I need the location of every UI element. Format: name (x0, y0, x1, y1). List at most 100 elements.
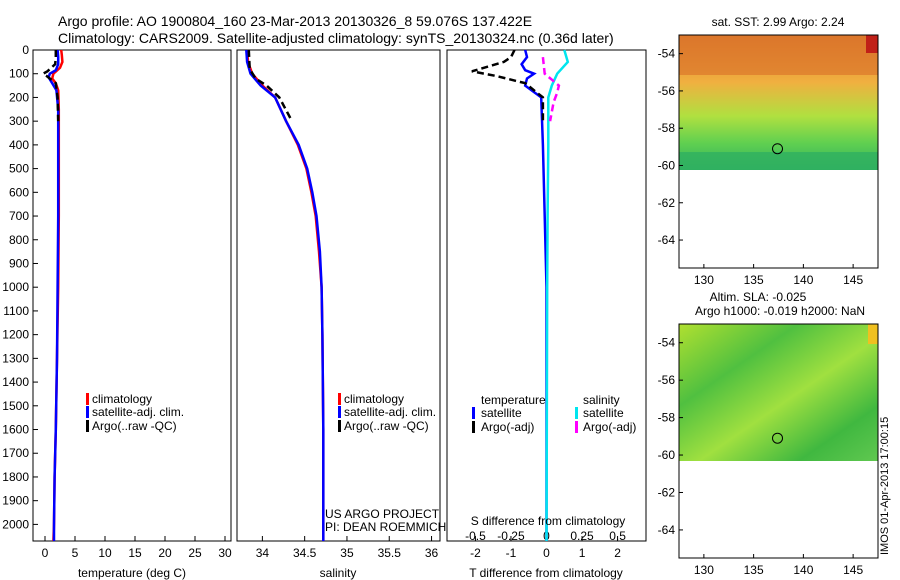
salinity-series (245, 49, 325, 541)
legend-swatch-satellite (86, 406, 89, 418)
x-tick-label: -2 (470, 546, 481, 560)
top-tick-label: 0.5 (609, 529, 626, 543)
y-tick-label: 900 (9, 256, 29, 270)
sst-warm-patch (679, 35, 878, 75)
y-tick-label: 1800 (2, 470, 29, 484)
difference-x-label: T difference from climatology (469, 566, 623, 580)
temperature-series (40, 49, 64, 542)
legend-label-sal-satellite: satellite (583, 406, 624, 420)
sla-map-frame (678, 323, 879, 559)
difference-legend: temperature salinity satellite Argo(-adj… (472, 393, 636, 434)
map-y-tick-label: -58 (658, 121, 676, 135)
sst-map-panel: sat. SST: 2.99 Argo: 2.24 130 135 140 145 -… (658, 15, 879, 287)
x-tick-label: 34.5 (293, 546, 317, 560)
y-tick-label: 200 (9, 90, 29, 104)
project-annotation-2: PI: DEAN ROEMMICH (325, 520, 446, 534)
sst-map-frame (678, 34, 879, 269)
legend-swatch-temp-satellite (472, 407, 475, 419)
sla-map-subtitle: Argo h1000: -0.019 h2000: NaN (695, 304, 865, 318)
series-line (245, 49, 325, 541)
x-tick-label: 30 (218, 546, 232, 560)
map-y-tick-label: -54 (658, 47, 676, 61)
y-tick-label: 500 (9, 162, 29, 176)
x-tick-label: -1 (506, 546, 517, 560)
legend-label-temp-argo: Argo(-adj) (481, 420, 534, 434)
footer-credit: IMOS 01-Apr-2013 17:00:15 (879, 417, 891, 555)
y-tick-label: 1400 (2, 375, 29, 389)
sla-map-panel: Altim. SLA: -0.025 Argo h1000: -0.019 h2… (658, 290, 879, 577)
salinity-x-label: salinity (320, 566, 357, 580)
temperature-x-label: temperature (deg C) (78, 566, 186, 580)
map-x-tick-label: 130 (694, 273, 714, 287)
x-tick-label: 35 (340, 546, 354, 560)
x-tick-label: 10 (98, 546, 112, 560)
y-tick-label: 600 (9, 185, 29, 199)
salinity-plot-frame (236, 49, 441, 542)
series-line (47, 49, 60, 541)
x-tick-label: 2 (614, 546, 621, 560)
sst-red-spot (866, 35, 878, 53)
y-tick-label: 1700 (2, 446, 29, 460)
map-y-tick-label: -56 (658, 84, 676, 98)
map-y-tick-label: -64 (658, 233, 676, 247)
map-x-tick-label: 140 (793, 563, 813, 577)
temperature-panel: 0100200300400500600700800900100011001200… (2, 43, 232, 580)
sla-heatmap (679, 324, 878, 461)
legend-swatch-argo (338, 420, 341, 432)
y-tick-label: 1600 (2, 423, 29, 437)
legend-label-argo: Argo(..raw -QC) (344, 419, 429, 433)
map-x-tick-label: 135 (744, 273, 764, 287)
x-tick-label: 5 (72, 546, 79, 560)
difference-top-label: S difference from climatology (471, 514, 626, 528)
legend-swatch-argo (86, 420, 89, 432)
map-x-tick-label: 130 (694, 563, 714, 577)
sst-band (679, 152, 878, 170)
map-x-tick-label: 140 (793, 273, 813, 287)
top-tick-label: -0.5 (465, 529, 486, 543)
salinity-legend: climatology satellite-adj. clim. Argo(..… (338, 392, 436, 433)
y-tick-label: 1300 (2, 351, 29, 365)
y-tick-label: 1500 (2, 399, 29, 413)
x-tick-label: 35.5 (378, 546, 402, 560)
y-tick-label: 0 (22, 43, 29, 57)
x-tick-label: 0 (543, 546, 550, 560)
argo-location-marker (772, 432, 784, 444)
temperature-x-axis: 0 5 10 15 20 25 30 (42, 536, 232, 560)
sla-map-x-axis: 130 135 140 145 (694, 554, 863, 577)
map-y-tick-label: -60 (658, 158, 676, 172)
map-x-tick-label: 145 (843, 563, 863, 577)
series-line (247, 49, 294, 122)
legend-swatch-climatology (338, 393, 341, 405)
legend-label-argo: Argo(..raw -QC) (92, 419, 177, 433)
map-y-tick-label: -62 (658, 485, 676, 499)
y-tick-label: 1000 (2, 280, 29, 294)
y-tick-label: 1200 (2, 328, 29, 342)
x-tick-label: 25 (188, 546, 202, 560)
y-tick-label: 700 (9, 209, 29, 223)
series-line (245, 49, 325, 541)
legend-swatch-satellite (338, 406, 341, 418)
header-line-2: Climatology: CARS2009. Satellite-adjuste… (58, 30, 614, 46)
top-tick-label: -0.25 (497, 529, 525, 543)
legend-label-climatology: climatology (344, 392, 404, 406)
sst-map-y-axis: -54 -56 -58 -60 -62 -64 (658, 47, 683, 247)
project-annotation-1: US ARGO PROJECT (325, 507, 440, 521)
y-tick-label: 1900 (2, 494, 29, 508)
sla-high-spot (868, 324, 878, 344)
y-tick-label: 1100 (3, 304, 29, 318)
argo-location-marker (772, 143, 784, 155)
difference-panel: -2 -1 0 1 2 -0.5 -0.25 0 0.25 0.5 T difference f… (446, 49, 647, 580)
series-line (541, 56, 561, 122)
y-tick-label: 400 (9, 138, 29, 152)
map-y-tick-label: -62 (658, 196, 676, 210)
x-tick-label: 1 (579, 546, 586, 560)
difference-series (471, 49, 570, 542)
top-tick-label: 0.25 (570, 529, 594, 543)
temperature-plot-frame (32, 49, 232, 542)
legend-swatch-climatology (86, 393, 89, 405)
y-tick-label: 300 (9, 114, 29, 128)
sla-map-y-axis: -54 -56 -58 -60 -62 -64 (658, 336, 683, 537)
legend-swatch-sal-satellite (575, 407, 578, 419)
x-tick-label: 36 (425, 546, 439, 560)
x-tick-label: 34 (256, 546, 270, 560)
